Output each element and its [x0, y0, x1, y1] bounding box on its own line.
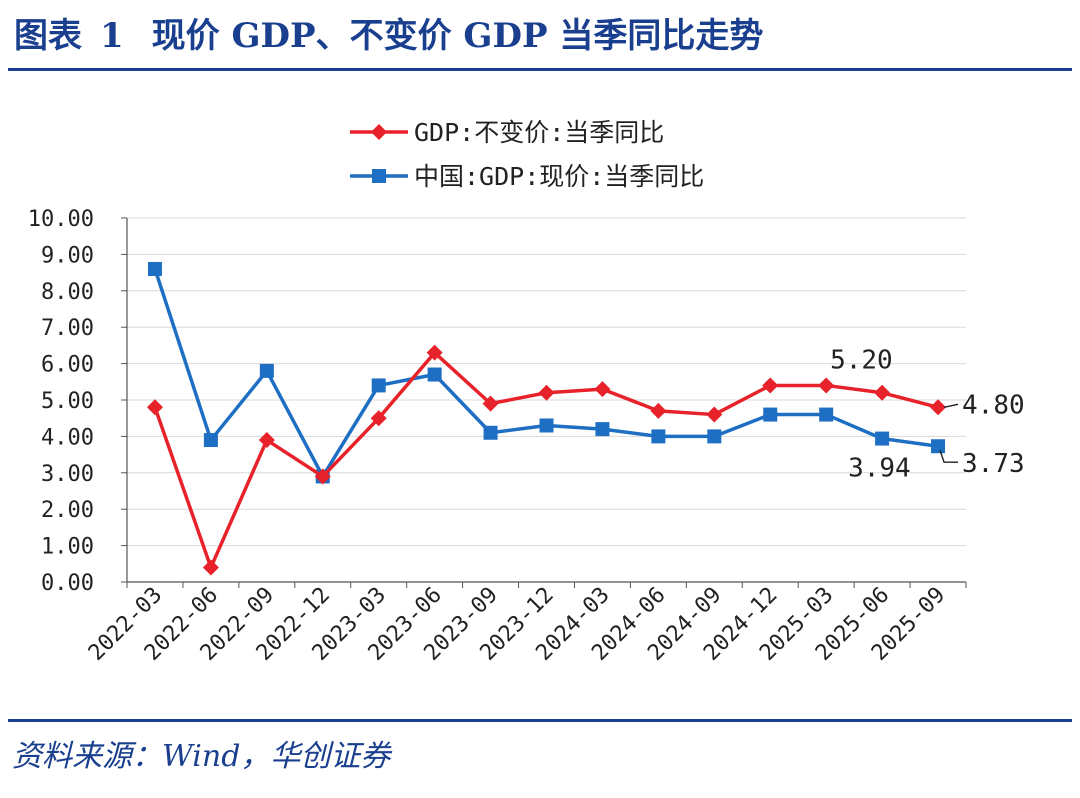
diamond-marker: [426, 344, 443, 361]
diamond-marker: [538, 384, 555, 401]
diamond-marker: [930, 399, 947, 416]
square-marker: [931, 439, 946, 454]
y-tick-label: 9.00: [41, 243, 94, 268]
figure-number: 1: [100, 16, 124, 56]
square-marker: [707, 429, 722, 444]
diamond-marker: [482, 395, 499, 412]
square-marker: [372, 169, 386, 183]
square-marker: [763, 407, 778, 422]
footer-divider: [8, 719, 1072, 722]
data-label: 3.94: [848, 454, 911, 484]
chart-grid: [127, 217, 966, 547]
diamond-marker: [202, 559, 219, 576]
square-marker: [651, 429, 666, 444]
diamond-marker: [762, 377, 779, 394]
data-label: 3.73: [962, 449, 1025, 479]
figure-title: 图表 1 现价 GDP、不变价 GDP 当季同比走势: [14, 8, 763, 64]
series-constant-price: [146, 344, 947, 576]
diamond-marker: [818, 377, 835, 394]
y-tick-label: 2.00: [41, 498, 94, 523]
legend-label: 中国:GDP:现价:当季同比: [414, 162, 704, 191]
square-marker: [539, 418, 554, 433]
leader-line: [939, 450, 959, 463]
title-divider: [8, 68, 1072, 71]
source-note: 资料来源：Wind，华创证券: [12, 739, 391, 774]
square-marker: [819, 407, 834, 422]
y-tick-label: 0.00: [41, 571, 94, 596]
diamond-marker: [146, 399, 163, 416]
y-tick-label: 3.00: [41, 462, 94, 487]
figure-label: 图表: [14, 16, 82, 56]
chart-series: [146, 261, 947, 576]
y-tick-label: 7.00: [41, 316, 94, 341]
diamond-marker: [594, 381, 611, 398]
diamond-marker: [706, 406, 723, 423]
data-label: 4.80: [962, 390, 1025, 420]
square-marker: [483, 425, 498, 440]
square-marker: [147, 261, 162, 276]
y-tick-label: 4.00: [41, 425, 94, 450]
diamond-marker: [371, 124, 387, 140]
legend-label: GDP:不变价:当季同比: [414, 118, 664, 147]
figure-title-text: 现价 GDP、不变价 GDP 当季同比走势: [151, 16, 764, 56]
y-tick-label: 6.00: [41, 353, 94, 378]
diamond-marker: [370, 410, 387, 427]
square-marker: [259, 363, 274, 378]
square-marker: [595, 422, 610, 437]
y-tick-label: 8.00: [41, 280, 94, 305]
square-marker: [203, 433, 218, 448]
leader-line: [943, 403, 959, 408]
chart-annotations: 5.20 4.80 3.94 3.73: [830, 346, 1025, 484]
square-marker: [875, 431, 890, 446]
diamond-marker: [314, 468, 331, 485]
square-marker: [371, 378, 386, 393]
y-tick-label: 5.00: [41, 389, 94, 414]
y-tick-label: 10.00: [28, 207, 94, 232]
diamond-marker: [650, 402, 667, 419]
series-current-price: [147, 261, 946, 484]
diamond-marker: [874, 384, 891, 401]
data-label: 5.20: [830, 346, 893, 376]
y-tick-label: 1.00: [41, 535, 94, 560]
square-marker: [427, 367, 442, 382]
diamond-marker: [258, 432, 275, 449]
